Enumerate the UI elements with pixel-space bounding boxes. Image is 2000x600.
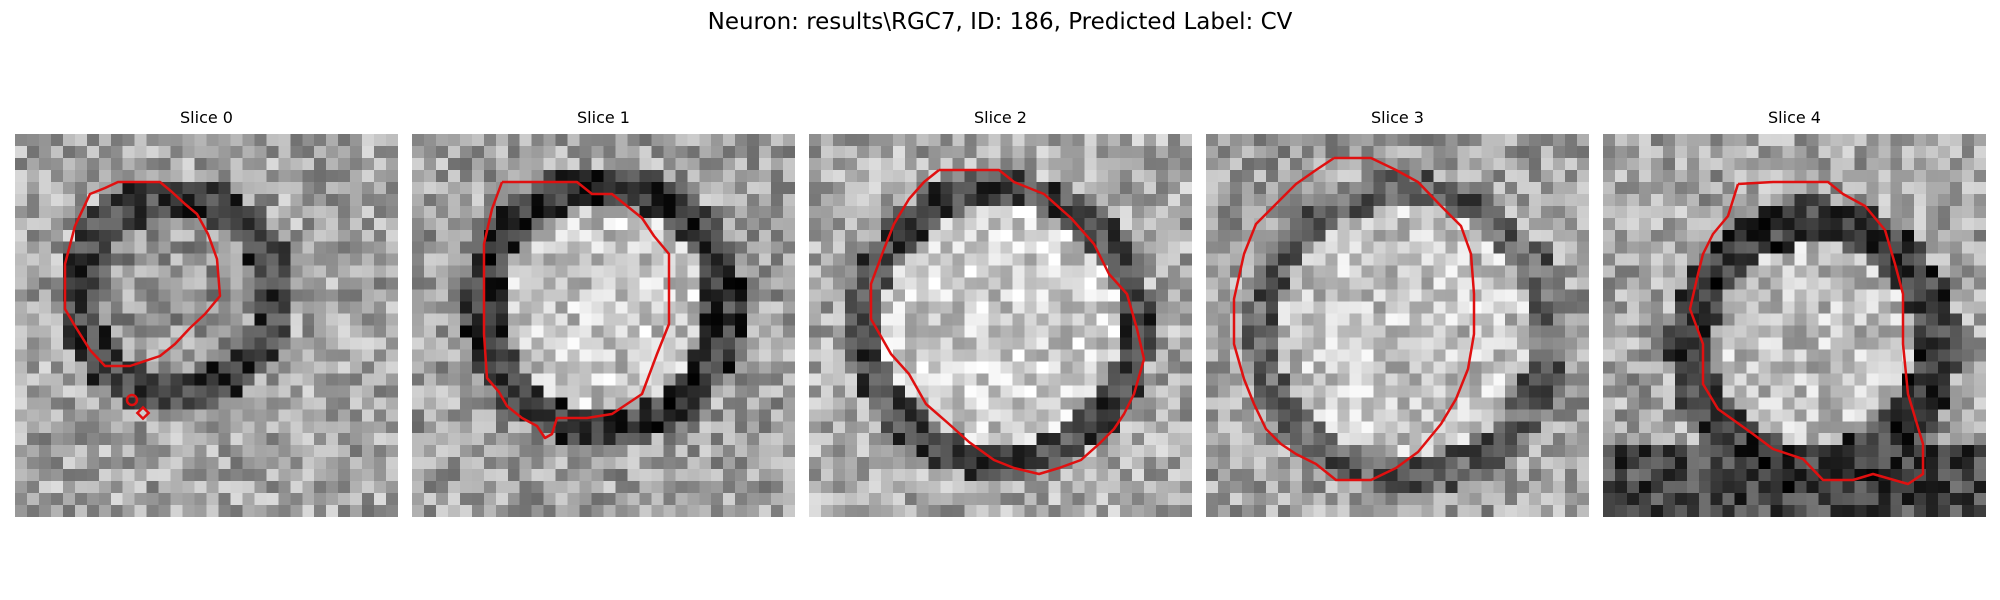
slice-image-container bbox=[412, 134, 795, 517]
slice-panel-0: Slice 0 bbox=[15, 108, 398, 517]
slice-panel-3: Slice 3 bbox=[1206, 108, 1589, 517]
slice-image-container bbox=[1603, 134, 1986, 517]
microscopy-slice-image bbox=[412, 134, 795, 517]
segmentation-outline bbox=[869, 168, 1146, 476]
segmentation-outline bbox=[1232, 156, 1476, 482]
microscopy-slice-image bbox=[15, 134, 398, 517]
figure-title: Neuron: results\RGC7, ID: 186, Predicted… bbox=[707, 9, 1293, 35]
slice-title: Slice 2 bbox=[974, 108, 1027, 127]
segmentation-outline bbox=[482, 180, 671, 440]
slice-panel-4: Slice 4 bbox=[1603, 108, 1986, 517]
slice-title: Slice 4 bbox=[1768, 108, 1821, 127]
slice-image-container bbox=[1206, 134, 1589, 517]
slice-image-container bbox=[15, 134, 398, 517]
slice-panel-1: Slice 1 bbox=[412, 108, 795, 517]
slice-title: Slice 1 bbox=[577, 108, 630, 127]
slice-panel-2: Slice 2 bbox=[809, 108, 1192, 517]
slice-title: Slice 0 bbox=[180, 108, 233, 127]
microscopy-slice-image bbox=[809, 134, 1192, 517]
slice-title: Slice 3 bbox=[1371, 108, 1424, 127]
slice-image-container bbox=[809, 134, 1192, 517]
segmentation-outline bbox=[1688, 180, 1925, 486]
microscopy-slice-image bbox=[1206, 134, 1589, 517]
segmentation-outline bbox=[63, 180, 222, 421]
